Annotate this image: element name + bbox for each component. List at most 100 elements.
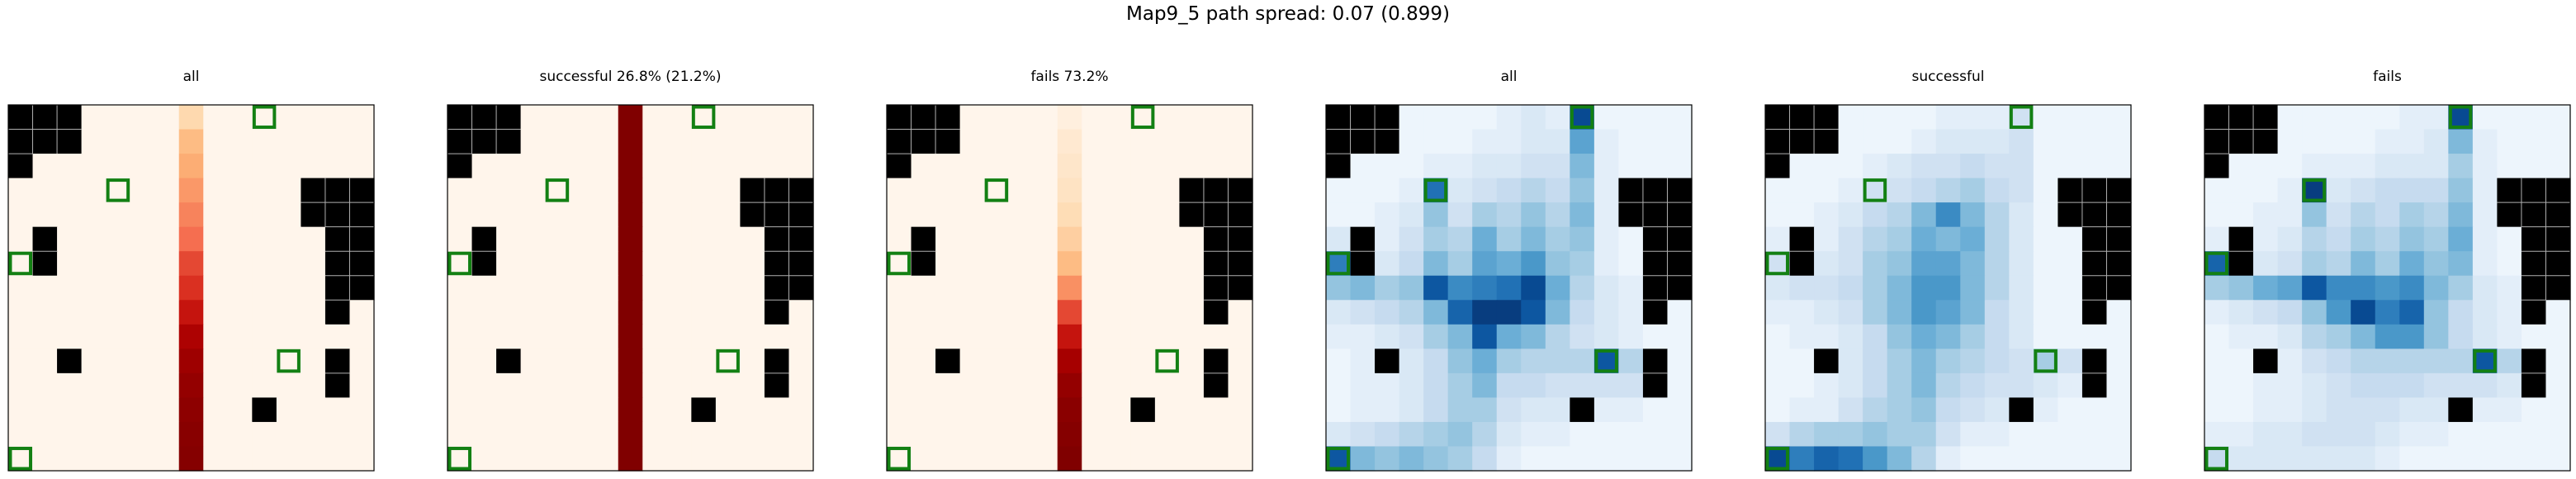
heat-cell: [2351, 372, 2376, 398]
obstacle-cell: [32, 251, 58, 277]
heat-cell: [106, 251, 131, 277]
heat-cell: [2033, 324, 2058, 349]
heat-cell: [1447, 275, 1473, 301]
heat-cell: [2228, 446, 2254, 472]
heat-cell: [349, 446, 375, 472]
heat-cell: [642, 154, 668, 179]
heat-cell: [1935, 300, 1961, 325]
heat-cell: [1130, 154, 1156, 179]
heat-cell: [1447, 202, 1473, 228]
obstacle-cell: [8, 105, 34, 130]
obstacle-cell: [2521, 372, 2547, 398]
heat-cell: [1130, 178, 1156, 203]
heat-cell: [1960, 129, 1986, 154]
heat-cell: [2277, 349, 2303, 374]
heat-cell: [276, 154, 301, 179]
heat-cell: [569, 446, 594, 472]
heat-cell: [984, 446, 1010, 472]
heat-cell: [545, 105, 571, 130]
heat-cell: [349, 154, 375, 179]
obstacle-cell: [1570, 397, 1595, 423]
heat-cell: [1008, 446, 1034, 472]
heat-cell: [618, 178, 643, 203]
obstacle-cell: [1350, 105, 1376, 130]
heat-cell: [447, 178, 473, 203]
heat-cell: [106, 421, 131, 448]
heat-cell: [2472, 202, 2498, 228]
axes-frame: [1764, 104, 2132, 472]
obstacle-cell: [740, 202, 765, 228]
obstacle-cell: [8, 129, 34, 154]
heat-cell: [1887, 275, 1912, 301]
heat-cell: [2009, 421, 2034, 448]
marker-square: [545, 178, 570, 202]
heat-cell: [520, 129, 546, 154]
obstacle-cell: [764, 275, 790, 301]
heat-cell: [1667, 324, 1693, 349]
marker-square: [2302, 178, 2327, 202]
heat-cell: [81, 349, 107, 374]
heat-cell: [2033, 421, 2058, 448]
heat-cell: [1057, 372, 1082, 398]
heat-cell: [642, 421, 668, 448]
axes-frame: [7, 104, 375, 472]
heat-cell: [1911, 397, 1937, 423]
heat-cell: [301, 275, 326, 301]
heat-cell: [715, 105, 741, 130]
heat-cell: [1033, 129, 1058, 154]
heat-cell: [618, 446, 643, 472]
obstacle-cell: [2448, 397, 2474, 423]
heat-cell: [740, 446, 765, 472]
heat-cell: [2326, 397, 2351, 423]
heat-cell: [1960, 349, 1986, 374]
obstacle-cell: [496, 105, 522, 130]
heat-cell: [2521, 129, 2547, 154]
heat-cell: [1375, 397, 1400, 423]
obstacle-cell: [1642, 202, 1669, 228]
obstacle-cell: [32, 129, 58, 154]
heat-cell: [2057, 129, 2083, 154]
heat-cell: [276, 178, 301, 203]
heat-cell: [887, 202, 912, 228]
heat-cell: [2326, 349, 2351, 374]
obstacle-cell: [1789, 251, 1815, 277]
heat-cell: [2033, 154, 2058, 179]
heat-cell: [154, 372, 180, 398]
heat-cell: [1082, 446, 1107, 472]
heat-cell: [1326, 397, 1352, 423]
heat-cell: [130, 349, 155, 374]
heat-cell: [2375, 324, 2400, 349]
heat-cell: [1789, 202, 1815, 228]
heat-cell: [32, 446, 58, 472]
heat-cell: [1863, 324, 1888, 349]
heat-cell: [1106, 105, 1131, 130]
heat-cell: [1593, 251, 1619, 277]
heat-cell: [715, 202, 741, 228]
heat-cell: [935, 324, 961, 349]
heat-cell: [984, 129, 1010, 154]
heat-cell: [130, 178, 155, 203]
heat-cell: [154, 105, 180, 130]
heat-cell: [2302, 300, 2327, 325]
heat-cell: [1570, 275, 1595, 301]
heat-cell: [935, 178, 961, 203]
obstacle-cell: [349, 275, 375, 301]
heat-cell: [2302, 421, 2327, 448]
obstacle-cell: [1203, 300, 1229, 325]
heat-cell: [2009, 372, 2034, 398]
heat-cell: [496, 251, 522, 277]
heat-cell: [1765, 178, 1791, 203]
heat-cell: [1521, 178, 1546, 203]
heat-cell: [1350, 275, 1376, 301]
heat-cell: [715, 300, 741, 325]
heat-cell: [2253, 154, 2279, 179]
heat-cell: [1203, 397, 1229, 423]
obstacle-cell: [1350, 129, 1376, 154]
heat-cell: [788, 421, 814, 448]
heat-cell: [1399, 446, 1424, 472]
heat-cell: [1887, 202, 1912, 228]
heat-cell: [1082, 129, 1107, 154]
heat-cell: [1472, 105, 1498, 130]
heat-cell: [2423, 446, 2449, 472]
heat-cell: [2302, 397, 2327, 423]
